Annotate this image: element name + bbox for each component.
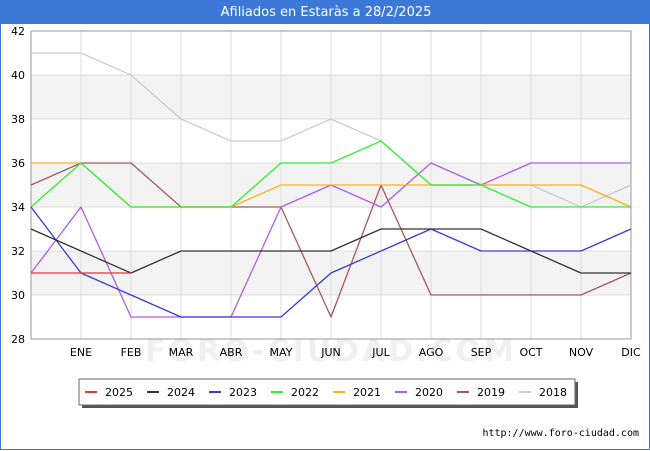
legend-label-2018: 2018 bbox=[539, 386, 567, 399]
x-tick-label: ENE bbox=[70, 346, 92, 359]
x-tick-label: AGO bbox=[419, 346, 444, 359]
legend-label-2021: 2021 bbox=[353, 386, 381, 399]
x-tick-label: MAR bbox=[169, 346, 194, 359]
watermark: FORO-CIUDAD.COM bbox=[145, 334, 517, 369]
x-tick-label: JUL bbox=[371, 346, 390, 359]
y-tick-label: 36 bbox=[11, 157, 25, 170]
legend-label-2020: 2020 bbox=[415, 386, 443, 399]
y-tick-label: 30 bbox=[11, 289, 25, 302]
y-tick-label: 42 bbox=[11, 25, 25, 38]
legend-label-2022: 2022 bbox=[291, 386, 319, 399]
footer-url[interactable]: http://www.foro-ciudad.com bbox=[482, 428, 639, 439]
legend-label-2023: 2023 bbox=[229, 386, 257, 399]
x-tick-label: ABR bbox=[220, 346, 243, 359]
y-tick-label: 38 bbox=[11, 113, 25, 126]
chart-title: Afiliados en Estaràs a 28/2/2025 bbox=[1, 1, 650, 24]
y-tick-label: 32 bbox=[11, 245, 25, 258]
series-line-2022 bbox=[30, 140, 631, 208]
legend-label-2019: 2019 bbox=[477, 386, 505, 399]
y-tick-label: 28 bbox=[11, 333, 25, 346]
y-tick-label: 40 bbox=[11, 69, 25, 82]
x-tick-label: MAY bbox=[270, 346, 293, 359]
x-tick-label: DIC bbox=[621, 346, 641, 359]
x-tick-label: OCT bbox=[519, 346, 542, 359]
x-tick-label: JUN bbox=[320, 346, 341, 359]
series-line-2019 bbox=[30, 162, 632, 318]
x-tick-label: NOV bbox=[569, 346, 594, 359]
legend-label-2024: 2024 bbox=[167, 386, 195, 399]
legend-label-2025: 2025 bbox=[105, 386, 133, 399]
x-tick-label: SEP bbox=[471, 346, 492, 359]
y-tick-label: 34 bbox=[11, 201, 25, 214]
x-tick-label: FEB bbox=[121, 346, 142, 359]
legend-box bbox=[78, 378, 576, 406]
